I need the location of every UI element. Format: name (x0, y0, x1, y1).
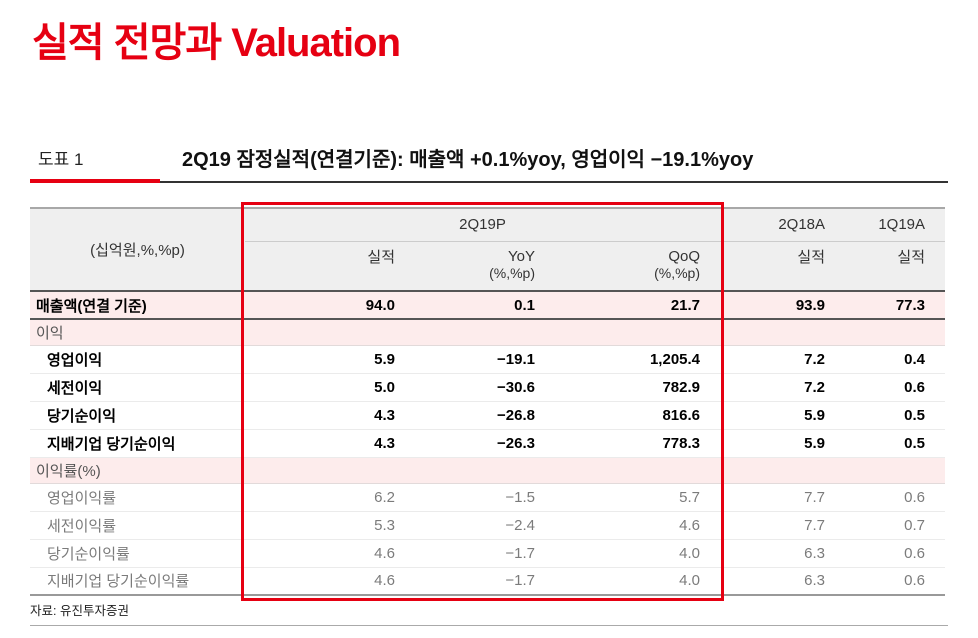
cell-value: 4.0 (555, 567, 721, 596)
cell-value: −30.6 (415, 373, 555, 402)
col-group-2q18a: 2Q18A (720, 208, 846, 242)
cell-value: 94.0 (245, 290, 415, 320)
table-row: 지배기업 당기순이익 4.3 −26.3 778.3 5.9 0.5 (30, 429, 946, 458)
figure-header: 도표 1 2Q19 잠정실적(연결기준): 매출액 +0.1%yoy, 영업이익… (30, 140, 948, 183)
unit-label: (십억원,%,%p) (30, 208, 245, 291)
section-label: 이익 (30, 319, 946, 346)
table-row: 영업이익률 6.2 −1.5 5.7 7.7 0.6 (30, 483, 946, 512)
cell-value: 5.9 (720, 429, 846, 458)
col-group-2q19p: 2Q19P (245, 208, 721, 242)
cell-value: 77.3 (845, 290, 946, 320)
cell-value: 0.6 (845, 483, 946, 512)
col-header-result-1q19a: 실적 (845, 241, 946, 291)
cell-value: 4.3 (245, 429, 415, 458)
cell-value: 7.7 (720, 483, 846, 512)
results-table: (십억원,%,%p) 2Q19P 2Q18A 1Q19A 실적 YoY (%,%… (30, 207, 946, 596)
row-label: 지배기업 당기순이익률 (30, 567, 245, 596)
cell-value: 7.2 (720, 373, 846, 402)
cell-value: 0.7 (845, 511, 946, 540)
cell-value: 6.3 (720, 567, 846, 596)
cell-value: −19.1 (415, 345, 555, 374)
row-label: 매출액(연결 기준) (30, 290, 245, 320)
figure-label: 도표 1 (30, 140, 160, 183)
row-label: 당기순이익 (30, 401, 245, 430)
cell-value: 0.6 (845, 373, 946, 402)
section-row: 이익 (30, 319, 946, 346)
cell-value: 0.6 (845, 567, 946, 596)
table-row: 매출액(연결 기준) 94.0 0.1 21.7 93.9 77.3 (30, 290, 946, 320)
cell-value: 778.3 (555, 429, 721, 458)
cell-value: 5.9 (245, 345, 415, 374)
cell-value: 5.9 (720, 401, 846, 430)
cell-value: 7.2 (720, 345, 846, 374)
figure-caption: 2Q19 잠정실적(연결기준): 매출액 +0.1%yoy, 영업이익 −19.… (160, 140, 948, 183)
table-row: 당기순이익 4.3 −26.8 816.6 5.9 0.5 (30, 401, 946, 430)
cell-value: 0.5 (845, 401, 946, 430)
col-header-result-2q18a: 실적 (720, 241, 846, 291)
section-label: 이익률(%) (30, 457, 946, 484)
cell-value: 1,205.4 (555, 345, 721, 374)
row-label: 세전이익 (30, 373, 245, 402)
cell-value: 93.9 (720, 290, 846, 320)
cell-value: −2.4 (415, 511, 555, 540)
bottom-rule (30, 625, 948, 626)
page-title: 실적 전망과 Valuation (32, 21, 401, 65)
cell-value: 21.7 (555, 290, 721, 320)
cell-value: −26.8 (415, 401, 555, 430)
cell-value: −1.7 (415, 539, 555, 568)
cell-value: −26.3 (415, 429, 555, 458)
cell-value: 0.5 (845, 429, 946, 458)
cell-value: −1.7 (415, 567, 555, 596)
cell-value: 5.0 (245, 373, 415, 402)
cell-value: 5.7 (555, 483, 721, 512)
cell-value: 6.3 (720, 539, 846, 568)
col-header-qoq: QoQ (%,%p) (555, 241, 721, 291)
group-header-row: (십억원,%,%p) 2Q19P 2Q18A 1Q19A (30, 208, 946, 291)
cell-value: 816.6 (555, 401, 721, 430)
sub-header-row: 실적 YoY (%,%p) QoQ (%,%p) 실적 (30, 241, 946, 291)
section-row: 이익률(%) (30, 457, 946, 484)
cell-value: 0.6 (845, 539, 946, 568)
table-row: 영업이익 5.9 −19.1 1,205.4 7.2 0.4 (30, 345, 946, 374)
table-row: 당기순이익률 4.6 −1.7 4.0 6.3 0.6 (30, 539, 946, 568)
row-label: 영업이익률 (30, 483, 245, 512)
table-row: 지배기업 당기순이익률 4.6 −1.7 4.0 6.3 0.6 (30, 567, 946, 596)
col-header-yoy: YoY (%,%p) (415, 241, 555, 291)
col-header-result-2q19p: 실적 (245, 241, 415, 291)
row-label: 세전이익률 (30, 511, 245, 540)
cell-value: −1.5 (415, 483, 555, 512)
source-note: 자료: 유진투자증권 (30, 604, 129, 618)
cell-value: 0.1 (415, 290, 555, 320)
cell-value: 4.6 (555, 511, 721, 540)
table-row: 세전이익 5.0 −30.6 782.9 7.2 0.6 (30, 373, 946, 402)
row-label: 당기순이익률 (30, 539, 245, 568)
cell-value: 6.2 (245, 483, 415, 512)
cell-value: 4.0 (555, 539, 721, 568)
cell-value: 4.6 (245, 539, 415, 568)
row-label: 지배기업 당기순이익 (30, 429, 245, 458)
cell-value: 782.9 (555, 373, 721, 402)
col-group-1q19a: 1Q19A (845, 208, 946, 242)
cell-value: 4.3 (245, 401, 415, 430)
table-row: 세전이익률 5.3 −2.4 4.6 7.7 0.7 (30, 511, 946, 540)
cell-value: 0.4 (845, 345, 946, 374)
cell-value: 7.7 (720, 511, 846, 540)
cell-value: 5.3 (245, 511, 415, 540)
table-wrap: (십억원,%,%p) 2Q19P 2Q18A 1Q19A 실적 YoY (%,%… (30, 202, 946, 601)
row-label: 영업이익 (30, 345, 245, 374)
cell-value: 4.6 (245, 567, 415, 596)
